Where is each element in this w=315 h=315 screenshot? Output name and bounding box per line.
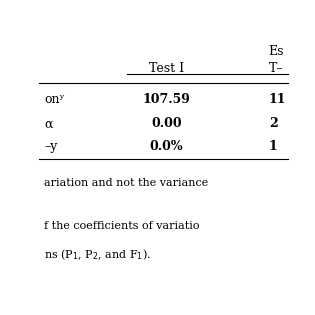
Text: 107.59: 107.59 (142, 93, 190, 106)
Text: 1: 1 (269, 140, 278, 153)
Text: 11: 11 (269, 93, 286, 106)
Text: T–: T– (269, 62, 284, 75)
Text: 0.00: 0.00 (151, 117, 182, 130)
Text: –y: –y (44, 140, 58, 153)
Text: Test I: Test I (149, 62, 184, 75)
Text: 0.0%: 0.0% (150, 140, 183, 153)
Text: ns (P$_1$, P$_2$, and F$_1$).: ns (P$_1$, P$_2$, and F$_1$). (44, 248, 151, 262)
Text: onʸ: onʸ (44, 93, 65, 106)
Text: Estim.: Estim. (268, 45, 308, 58)
Text: ariation and not the variance: ariation and not the variance (44, 178, 209, 188)
Text: α: α (44, 117, 53, 130)
Text: f the coefficients of variatio: f the coefficients of variatio (44, 221, 200, 231)
Text: 2: 2 (269, 117, 278, 130)
